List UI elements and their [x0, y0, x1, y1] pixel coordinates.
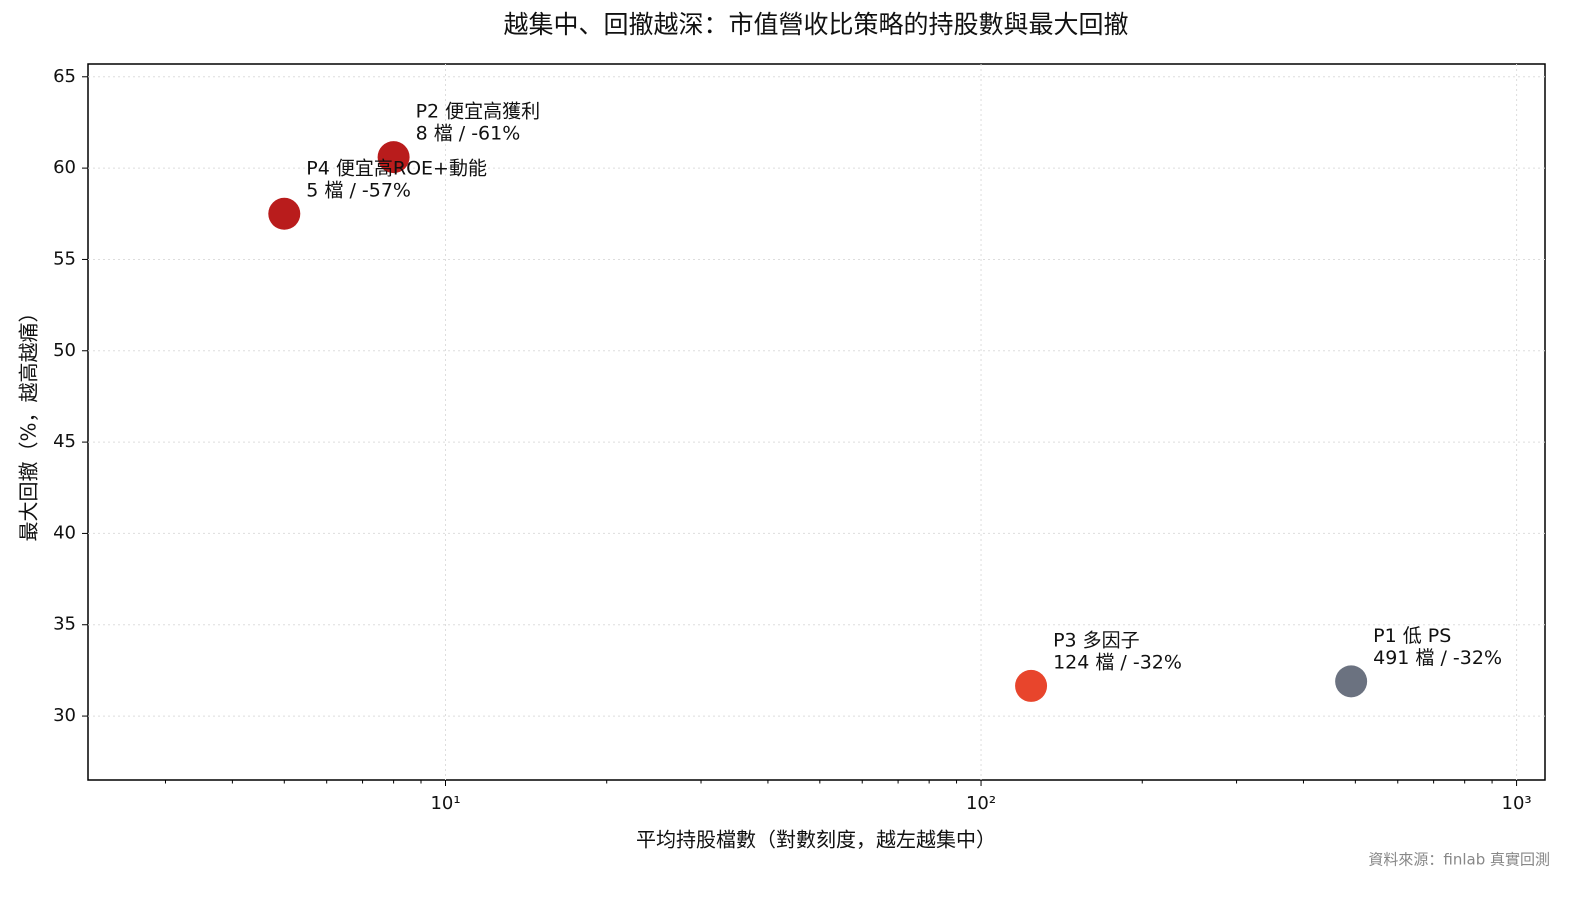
source-note: 資料來源：finlab 真實回測: [1368, 851, 1550, 869]
y-tick-label: 40: [53, 522, 76, 543]
x-tick-label: 10²: [966, 793, 996, 814]
plot-frame: [87, 63, 1546, 781]
value-label: 5 檔 / -57%: [306, 179, 411, 201]
point: [1015, 669, 1048, 702]
value-label: 8 檔 / -61%: [416, 123, 521, 145]
point: [377, 141, 410, 174]
y-tick-label: 30: [53, 705, 76, 726]
y-tick-label: 50: [53, 340, 76, 361]
point: [1335, 665, 1368, 698]
value-label: 491 檔 / -32%: [1373, 647, 1502, 669]
point-label: P1 低 PS: [1373, 625, 1451, 647]
x-axis-label: 平均持股檔數（對數刻度，越左越集中）: [636, 828, 996, 852]
y-tick-label: 60: [53, 157, 76, 178]
x-tick-label: 10¹: [430, 793, 460, 814]
y-tick-label: 35: [53, 614, 76, 635]
point-label: P2 便宜高獲利: [416, 101, 541, 123]
chart-title: 越集中、回撤越深：市值營收比策略的持股數與最大回撤: [503, 10, 1128, 39]
point-label: P4 便宜高ROE+動能: [306, 157, 487, 179]
x-tick-label: 10³: [1502, 793, 1532, 814]
y-axis-label: 最大回撤（%，越高越痛）: [17, 302, 41, 541]
value-label: 124 檔 / -32%: [1053, 651, 1182, 673]
point: [268, 197, 301, 230]
point-label: P3 多因子: [1053, 629, 1140, 651]
y-tick-label: 65: [53, 66, 76, 87]
y-tick-label: 45: [53, 431, 76, 452]
y-tick-label: 55: [53, 248, 76, 269]
